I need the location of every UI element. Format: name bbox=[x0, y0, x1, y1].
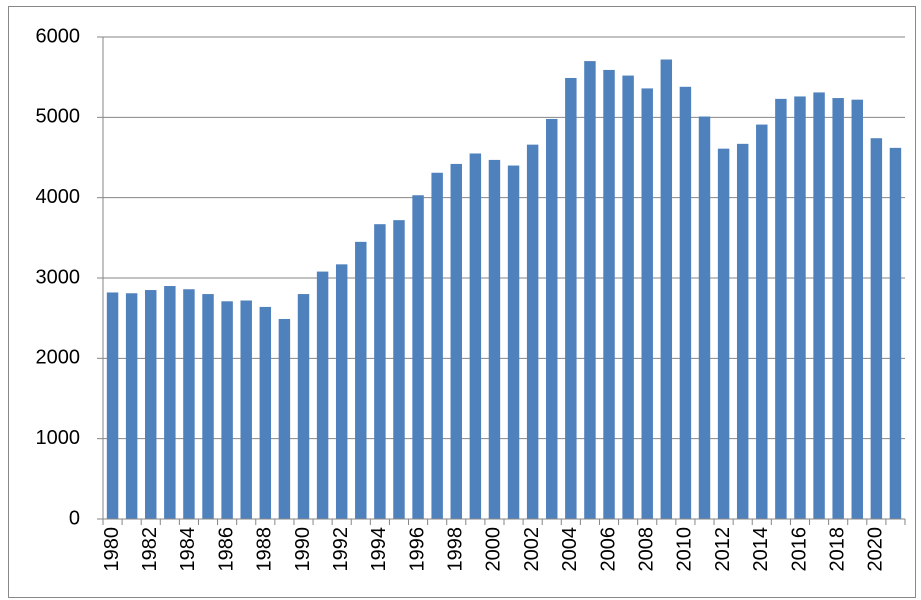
bar bbox=[870, 138, 883, 519]
bar bbox=[756, 124, 768, 520]
x-tick-label: 1988 bbox=[254, 527, 276, 572]
bar bbox=[660, 59, 673, 519]
x-tick-label: 1998 bbox=[445, 527, 467, 572]
x-tick-label: 2020 bbox=[865, 527, 887, 572]
y-tick-label: 6000 bbox=[36, 25, 81, 47]
x-tick-label: 1992 bbox=[330, 527, 352, 572]
y-tick-label: 3000 bbox=[36, 266, 81, 288]
bar bbox=[851, 99, 863, 519]
bar bbox=[393, 220, 405, 519]
bar bbox=[717, 148, 730, 519]
bar bbox=[374, 224, 386, 519]
bar bbox=[431, 172, 443, 519]
y-tick-label: 5000 bbox=[36, 106, 81, 128]
bar bbox=[507, 165, 520, 520]
bar bbox=[164, 286, 176, 519]
x-tick-label: 2014 bbox=[750, 527, 772, 572]
x-tick-label: 2016 bbox=[788, 527, 810, 572]
bar bbox=[584, 61, 596, 519]
bar bbox=[278, 318, 291, 519]
bar bbox=[622, 75, 634, 519]
bar bbox=[889, 147, 902, 520]
bar bbox=[145, 290, 157, 519]
x-tick-label: 1982 bbox=[139, 527, 161, 572]
x-tick-label: 2008 bbox=[635, 527, 657, 572]
bar bbox=[698, 116, 711, 519]
x-tick-label: 2006 bbox=[597, 527, 619, 572]
y-tick-label: 2000 bbox=[36, 347, 81, 369]
bar bbox=[794, 96, 806, 520]
bar bbox=[412, 195, 424, 520]
bar bbox=[335, 264, 348, 519]
bar bbox=[679, 86, 692, 519]
bar bbox=[832, 98, 844, 519]
y-tick-label: 4000 bbox=[36, 186, 81, 208]
bar bbox=[259, 306, 272, 519]
bar bbox=[297, 294, 310, 519]
x-tick-label: 1986 bbox=[215, 527, 237, 572]
x-tick-label: 2010 bbox=[674, 527, 696, 572]
bar bbox=[183, 289, 195, 519]
bar bbox=[813, 92, 825, 520]
x-tick-label: 2004 bbox=[559, 527, 581, 572]
bar bbox=[125, 293, 138, 519]
bar bbox=[450, 163, 462, 519]
bar bbox=[469, 153, 482, 519]
bar bbox=[565, 77, 577, 519]
bar bbox=[488, 159, 501, 519]
bar bbox=[736, 143, 749, 520]
x-tick-label: 2018 bbox=[826, 527, 848, 572]
x-tick-label: 1996 bbox=[406, 527, 428, 572]
bar bbox=[603, 69, 615, 519]
y-tick-label: 0 bbox=[69, 507, 80, 529]
bar bbox=[202, 294, 214, 519]
bar bbox=[546, 118, 558, 519]
bar bbox=[355, 241, 367, 519]
bar bbox=[240, 300, 252, 519]
bar bbox=[641, 88, 653, 519]
x-tick-label: 1990 bbox=[292, 527, 314, 572]
x-tick-label: 1984 bbox=[177, 527, 199, 572]
x-tick-label: 1980 bbox=[101, 527, 123, 572]
bar bbox=[106, 292, 119, 519]
x-tick-label: 2002 bbox=[521, 527, 543, 572]
y-tick-label: 1000 bbox=[36, 427, 81, 449]
bar bbox=[316, 271, 329, 519]
x-tick-label: 2012 bbox=[712, 527, 734, 572]
bar bbox=[526, 144, 539, 519]
x-tick-label: 1994 bbox=[368, 527, 390, 572]
bar bbox=[775, 98, 787, 520]
x-tick-label: 2000 bbox=[483, 527, 505, 572]
bar bbox=[221, 301, 233, 519]
